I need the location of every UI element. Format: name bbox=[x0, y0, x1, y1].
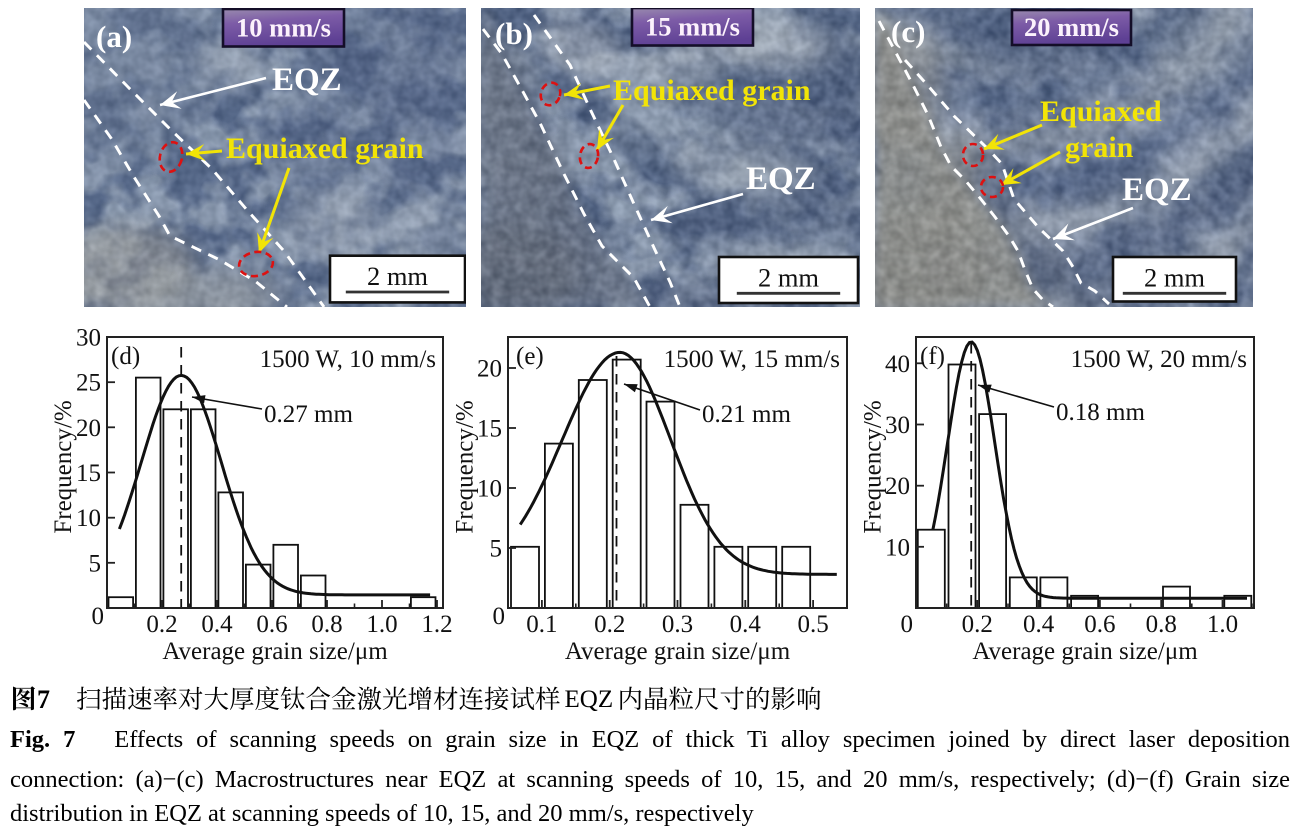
svg-text:2 mm: 2 mm bbox=[367, 261, 428, 291]
svg-text:0.8: 0.8 bbox=[311, 611, 342, 638]
svg-text:2 mm: 2 mm bbox=[1144, 263, 1205, 293]
svg-text:0.2: 0.2 bbox=[146, 611, 177, 638]
svg-text:Average grain size/μm: Average grain size/μm bbox=[162, 638, 388, 665]
svg-text:10: 10 bbox=[76, 505, 101, 532]
svg-text:Equiaxed: Equiaxed bbox=[1040, 95, 1162, 128]
svg-text:15: 15 bbox=[76, 460, 101, 487]
svg-text:1500 W, 20 mm/s: 1500 W, 20 mm/s bbox=[1071, 346, 1247, 373]
svg-text:0.21 mm: 0.21 mm bbox=[702, 401, 791, 428]
svg-text:Equiaxed grain: Equiaxed grain bbox=[226, 132, 424, 165]
svg-text:(a): (a) bbox=[96, 19, 132, 54]
svg-text:Equiaxed grain: Equiaxed grain bbox=[613, 74, 811, 107]
svg-text:0.4: 0.4 bbox=[1023, 611, 1055, 638]
svg-text:1500 W, 10 mm/s: 1500 W, 10 mm/s bbox=[260, 346, 436, 373]
svg-text:1.0: 1.0 bbox=[366, 611, 397, 638]
svg-text:10: 10 bbox=[885, 534, 910, 561]
svg-text:0.5: 0.5 bbox=[797, 611, 828, 638]
svg-text:2 mm: 2 mm bbox=[758, 263, 819, 293]
svg-text:0.27 mm: 0.27 mm bbox=[264, 401, 353, 428]
svg-text:0: 0 bbox=[92, 603, 105, 630]
svg-text:5: 5 bbox=[89, 550, 102, 577]
svg-text:Average grain size/μm: Average grain size/μm bbox=[972, 638, 1198, 665]
svg-text:0.2: 0.2 bbox=[594, 611, 625, 638]
svg-text:Frequency/%: Frequency/% bbox=[860, 400, 887, 533]
svg-text:Average grain size/μm: Average grain size/μm bbox=[565, 638, 791, 665]
svg-text:0.6: 0.6 bbox=[1084, 611, 1115, 638]
svg-text:Frequency/%: Frequency/% bbox=[50, 400, 77, 533]
svg-text:25: 25 bbox=[76, 370, 101, 397]
svg-text:0.1: 0.1 bbox=[526, 611, 557, 638]
svg-text:40: 40 bbox=[885, 351, 910, 378]
svg-text:(b): (b) bbox=[495, 16, 533, 51]
svg-text:(f): (f) bbox=[920, 343, 945, 370]
svg-text:7: 7 bbox=[37, 685, 50, 714]
svg-text:20 mm/s: 20 mm/s bbox=[1024, 12, 1119, 42]
svg-text:0: 0 bbox=[493, 603, 506, 630]
svg-text:1.0: 1.0 bbox=[1207, 611, 1238, 638]
svg-text:30: 30 bbox=[885, 412, 910, 439]
svg-text:20: 20 bbox=[477, 356, 502, 383]
svg-text:10: 10 bbox=[477, 476, 502, 503]
svg-text:0.18 mm: 0.18 mm bbox=[1056, 399, 1145, 426]
svg-text:1.2: 1.2 bbox=[421, 611, 452, 638]
svg-text:20: 20 bbox=[76, 415, 101, 442]
svg-text:15: 15 bbox=[477, 416, 502, 443]
svg-text:EQZ: EQZ bbox=[746, 161, 816, 197]
svg-text:0.3: 0.3 bbox=[662, 611, 693, 638]
svg-text:(d): (d) bbox=[111, 343, 140, 370]
svg-text:EQZ: EQZ bbox=[565, 686, 614, 713]
svg-text:(e): (e) bbox=[516, 343, 544, 370]
svg-text:EQZ: EQZ bbox=[272, 62, 342, 98]
svg-text:5: 5 bbox=[490, 536, 503, 563]
svg-text:20: 20 bbox=[885, 473, 910, 500]
svg-text:0.2: 0.2 bbox=[962, 611, 993, 638]
svg-text:(c): (c) bbox=[891, 14, 925, 49]
svg-text:EQZ: EQZ bbox=[1122, 172, 1192, 208]
svg-text:1500 W, 15 mm/s: 1500 W, 15 mm/s bbox=[664, 346, 840, 373]
svg-text:0.4: 0.4 bbox=[730, 611, 762, 638]
svg-text:0.8: 0.8 bbox=[1146, 611, 1177, 638]
svg-text:0.6: 0.6 bbox=[256, 611, 287, 638]
svg-text:15 mm/s: 15 mm/s bbox=[645, 11, 740, 41]
svg-text:Frequency/%: Frequency/% bbox=[452, 400, 479, 533]
svg-text:grain: grain bbox=[1065, 131, 1134, 164]
svg-text:30: 30 bbox=[76, 325, 101, 352]
svg-text:10 mm/s: 10 mm/s bbox=[236, 12, 331, 42]
svg-text:0.4: 0.4 bbox=[201, 611, 233, 638]
svg-text:0: 0 bbox=[901, 611, 914, 638]
